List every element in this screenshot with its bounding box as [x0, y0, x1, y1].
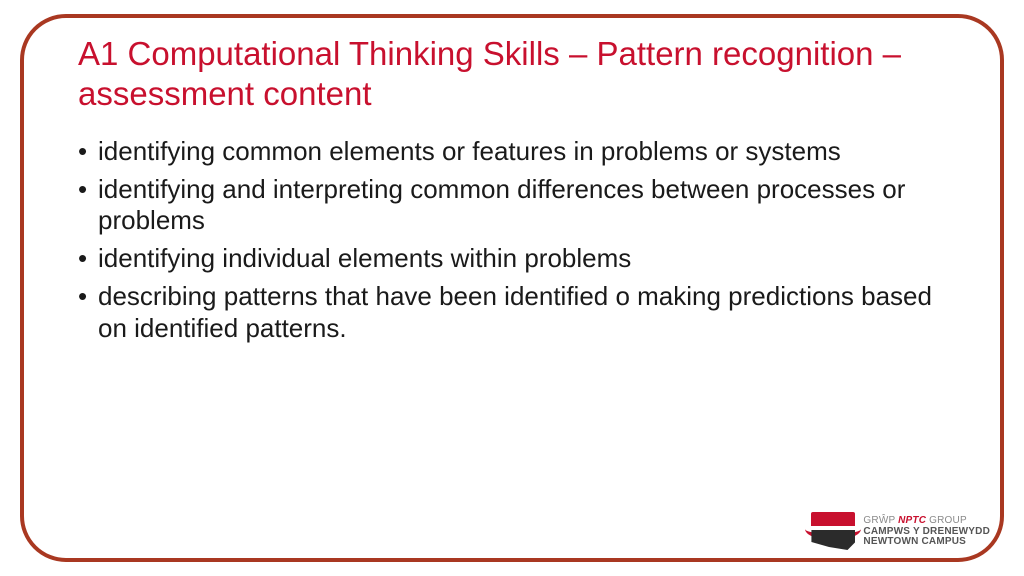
- list-item: identifying common elements or features …: [78, 136, 948, 168]
- logo-grwp: GRŴP: [863, 515, 895, 526]
- slide: A1 Computational Thinking Skills – Patte…: [0, 0, 1024, 576]
- list-item: identifying individual elements within p…: [78, 243, 948, 275]
- logo-nptc: NPTC: [898, 515, 926, 526]
- college-logo: GRŴP NPTC GROUP CAMPWS Y DRENEWYDD NEWTO…: [811, 512, 990, 552]
- list-item: describing patterns that have been ident…: [78, 281, 948, 344]
- bullet-list: identifying common elements or features …: [78, 136, 948, 350]
- logo-mark-icon: [811, 512, 855, 552]
- logo-group: GROUP: [929, 515, 967, 526]
- logo-line-3: NEWTOWN CAMPUS: [863, 537, 990, 548]
- list-item: identifying and interpreting common diff…: [78, 174, 948, 237]
- logo-text: GRŴP NPTC GROUP CAMPWS Y DRENEWYDD NEWTO…: [863, 516, 990, 548]
- slide-title: A1 Computational Thinking Skills – Patte…: [78, 34, 948, 113]
